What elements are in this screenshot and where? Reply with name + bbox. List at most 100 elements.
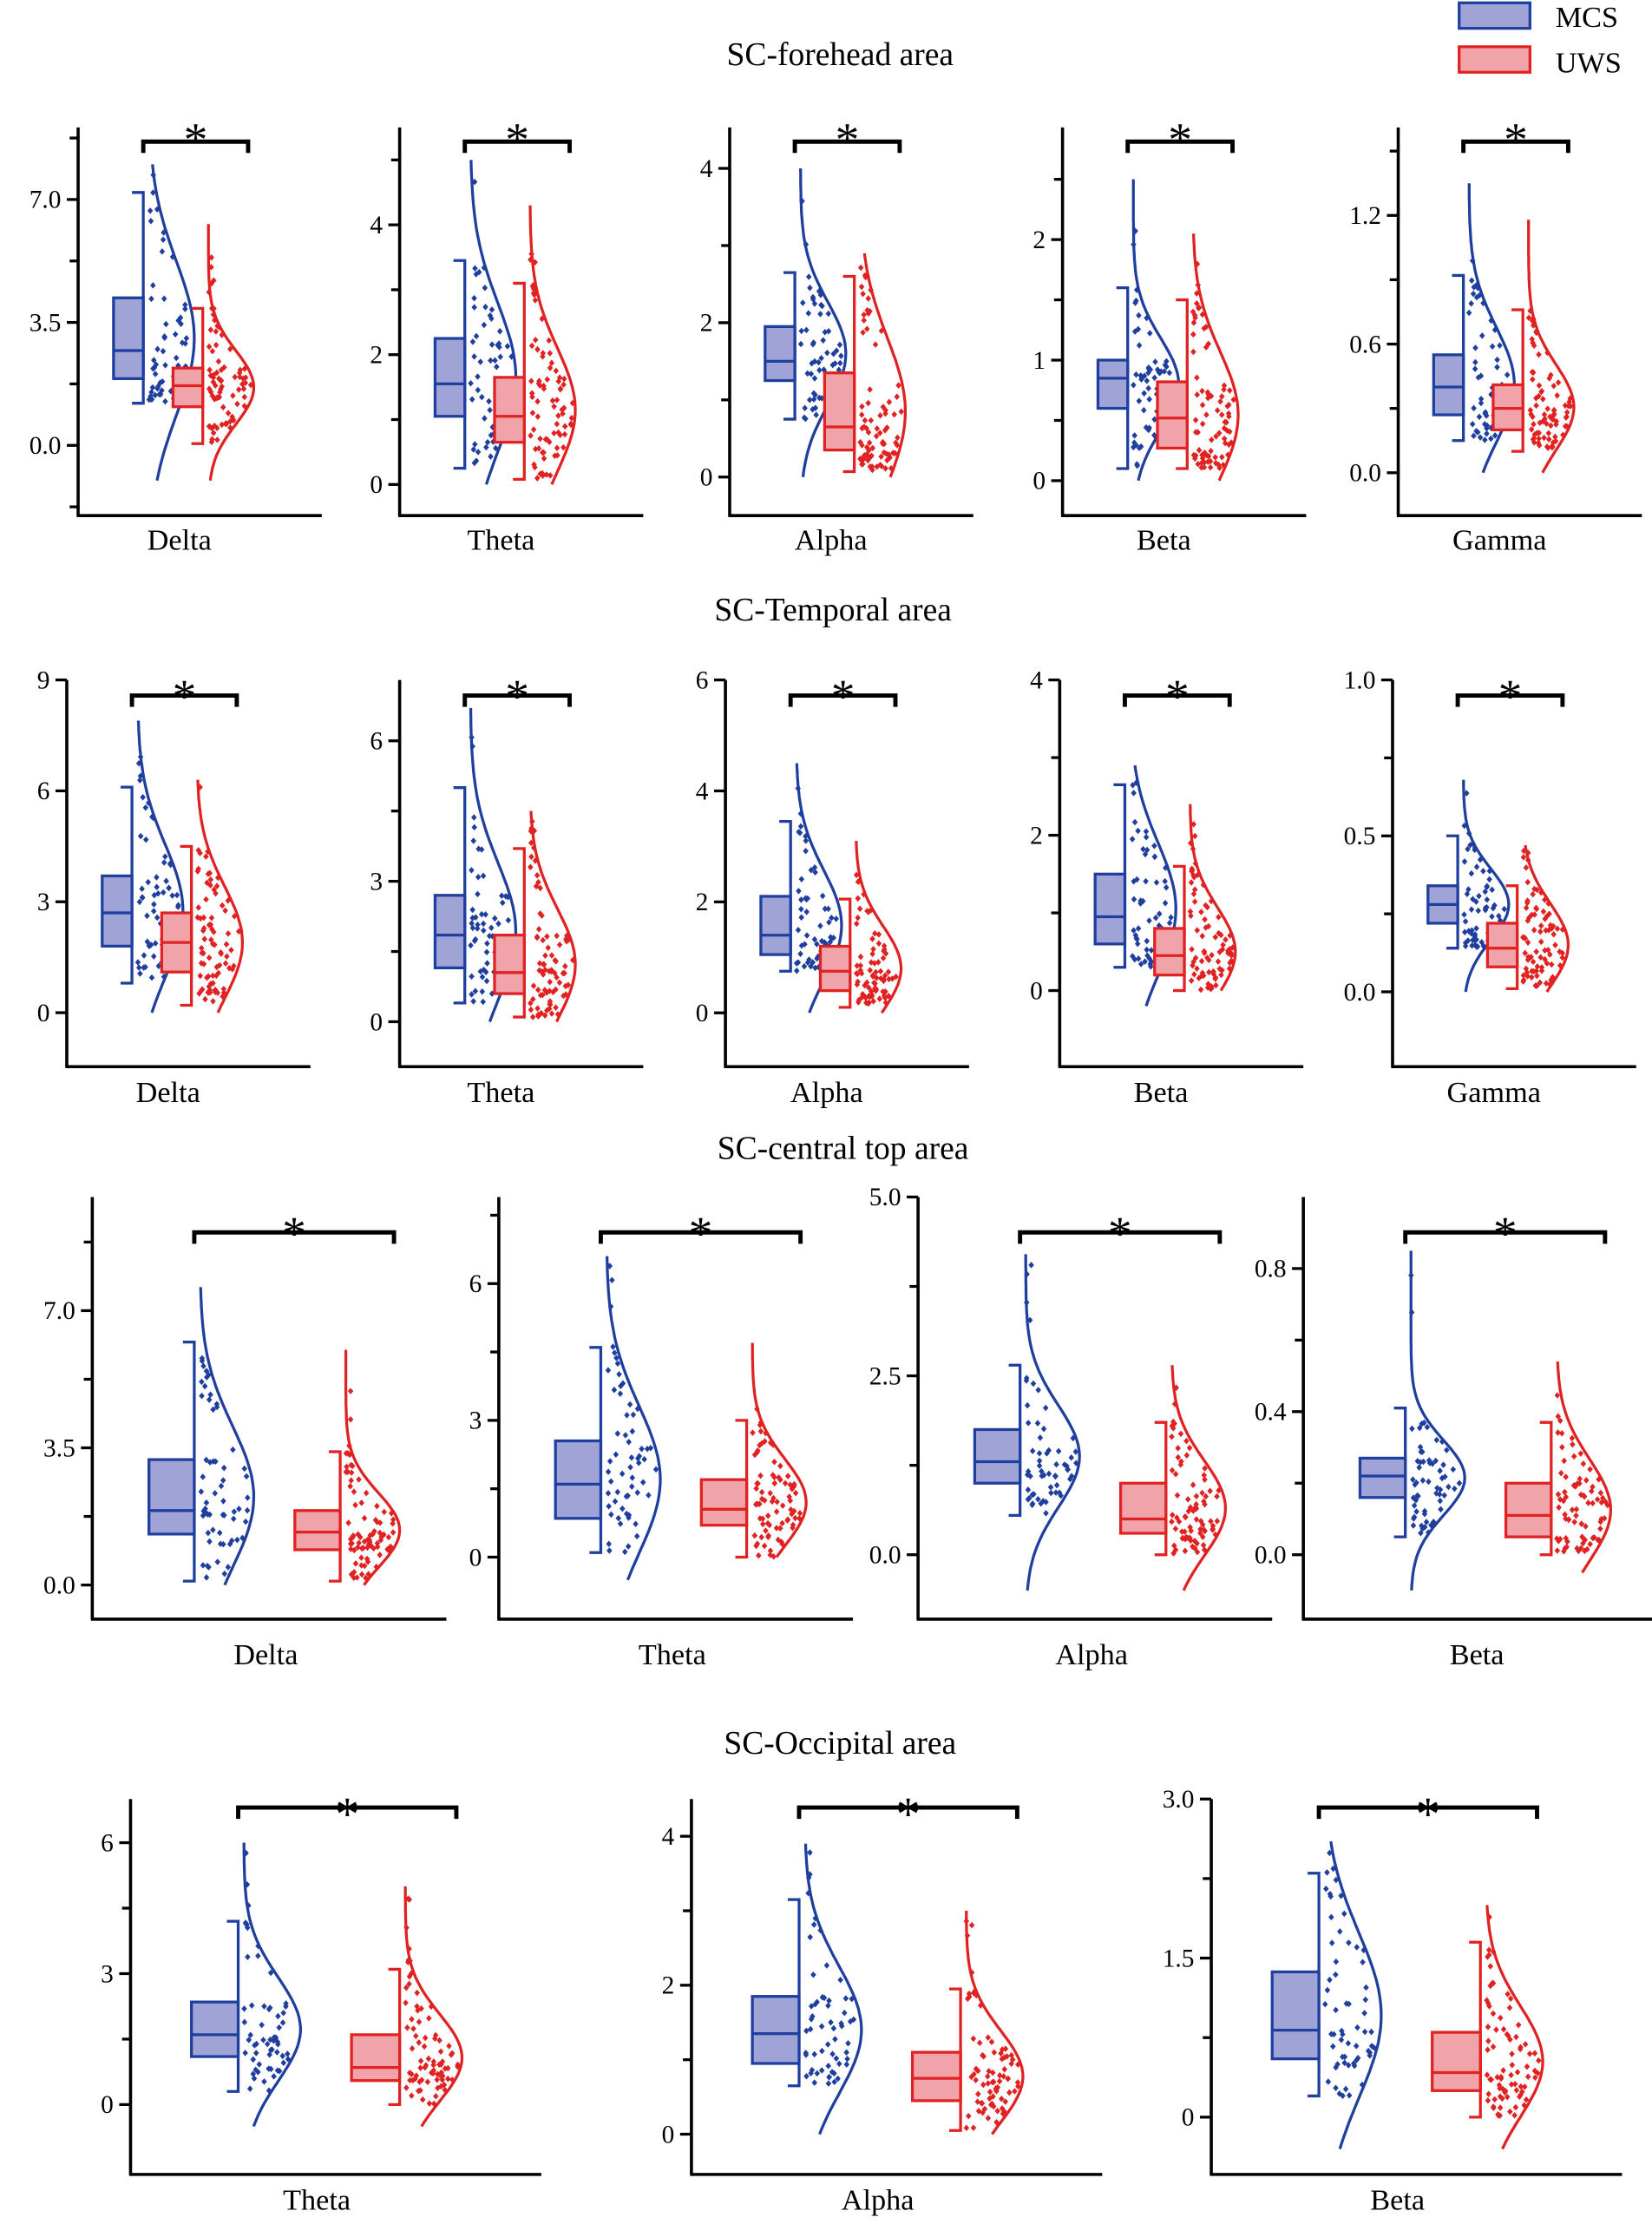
data-point	[803, 932, 810, 939]
data-point	[492, 915, 498, 922]
data-point	[975, 2090, 981, 2097]
data-point	[252, 2050, 259, 2057]
data-point	[994, 2108, 1000, 2115]
data-point	[1522, 949, 1528, 957]
data-point	[807, 1849, 813, 1856]
data-point	[606, 1503, 612, 1510]
data-point	[1438, 1506, 1444, 1513]
data-point	[206, 288, 213, 296]
data-point	[534, 872, 541, 879]
data-point	[1171, 1542, 1177, 1550]
data-point	[473, 332, 480, 340]
data-point	[139, 885, 145, 892]
data-point	[479, 987, 486, 995]
data-point	[548, 1010, 555, 1017]
data-point	[882, 972, 888, 979]
data-point	[210, 1406, 216, 1414]
data-point	[1511, 2081, 1518, 2088]
data-point	[1485, 2024, 1491, 2030]
data-point	[1130, 782, 1136, 789]
data-point	[225, 410, 232, 417]
data-point	[757, 1427, 764, 1435]
data-point	[1537, 419, 1543, 427]
data-point	[1533, 968, 1539, 974]
data-point	[1040, 1425, 1047, 1433]
legend-label-mcs: MCS	[1556, 1, 1618, 34]
data-point	[1196, 304, 1203, 312]
data-point	[868, 987, 875, 995]
group-mcs	[1270, 1840, 1383, 2149]
data-point	[1561, 1547, 1567, 1555]
data-point	[230, 392, 236, 399]
data-point	[1219, 454, 1225, 461]
y-tick-label: 0.0	[1255, 1542, 1287, 1570]
data-point	[1521, 847, 1527, 855]
data-point	[1480, 299, 1486, 307]
data-point	[803, 837, 810, 844]
group-uws	[823, 253, 908, 478]
data-point	[968, 1969, 975, 1977]
data-point	[374, 1543, 381, 1551]
data-point	[560, 443, 567, 451]
data-point	[1175, 1445, 1181, 1452]
box	[764, 325, 796, 383]
data-point	[1131, 955, 1138, 963]
data-point	[533, 882, 540, 890]
data-point	[895, 434, 901, 442]
data-point	[1361, 2028, 1368, 2036]
data-point	[386, 1544, 393, 1552]
data-point	[206, 955, 213, 961]
data-point	[788, 1506, 794, 1513]
data-point	[488, 357, 494, 364]
data-point	[1214, 1493, 1220, 1500]
data-point	[1151, 843, 1157, 850]
y-tick-label: 3	[370, 868, 383, 896]
data-point	[244, 1880, 251, 1888]
data-point	[818, 2023, 825, 2030]
y-tick-label: 3	[37, 889, 50, 916]
data-point	[246, 1902, 252, 1909]
data-point	[1415, 1493, 1421, 1499]
data-point	[449, 2076, 456, 2083]
data-point	[470, 998, 476, 1005]
box	[1358, 1456, 1407, 1499]
data-point	[405, 1895, 411, 1903]
data-point	[539, 449, 546, 456]
data-point	[857, 961, 863, 969]
data-point	[811, 863, 818, 871]
data-point	[1025, 1486, 1032, 1493]
data-point	[1603, 1498, 1609, 1506]
data-point	[1520, 978, 1526, 985]
data-point	[1523, 2096, 1530, 2103]
data-point	[1205, 340, 1212, 348]
data-point	[542, 952, 548, 959]
y-tick-label: 4	[662, 1823, 675, 1851]
data-point	[410, 2025, 416, 2032]
data-point	[882, 427, 888, 434]
data-point	[1440, 1461, 1446, 1468]
data-point	[230, 1446, 236, 1453]
data-point	[1354, 2024, 1360, 2031]
data-point	[532, 445, 539, 453]
data-point	[838, 352, 844, 359]
box	[818, 944, 852, 993]
data-point	[1136, 312, 1142, 319]
data-point	[414, 1989, 420, 1997]
data-point	[1133, 286, 1140, 293]
data-point	[1554, 392, 1560, 399]
data-point	[629, 1427, 636, 1435]
density-curve	[242, 1842, 302, 2128]
group-mcs	[190, 1842, 302, 2128]
data-point	[805, 310, 812, 317]
data-point	[774, 1499, 780, 1506]
data-point	[622, 1432, 629, 1439]
data-point	[415, 2007, 421, 2014]
data-point	[197, 850, 203, 856]
data-point	[1540, 908, 1547, 915]
data-point	[818, 355, 824, 362]
data-point	[1518, 2044, 1524, 2050]
data-point	[1462, 939, 1469, 947]
data-point	[206, 343, 213, 351]
density-curve	[1170, 1365, 1227, 1591]
data-point	[777, 1462, 783, 1470]
